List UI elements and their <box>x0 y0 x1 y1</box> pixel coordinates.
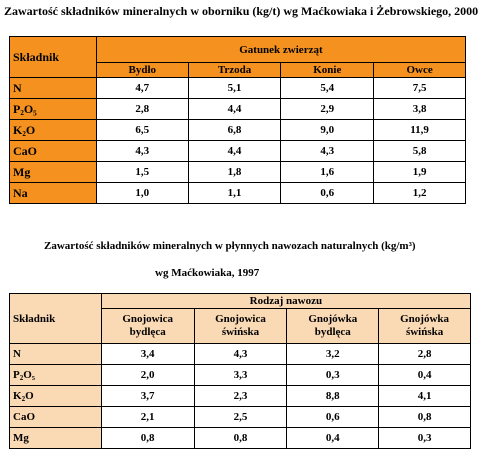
table-row: K2O 6,5 6,8 9,0 11,9 <box>9 119 466 141</box>
table-cell: 0,4 <box>286 427 380 449</box>
table-cell: 3,2 <box>286 343 380 365</box>
row-label: N <box>9 343 102 365</box>
row-label: K2O <box>9 119 97 141</box>
table-cell: 11,9 <box>373 119 466 141</box>
table-cell: 8,8 <box>286 385 380 407</box>
row-label: P2O₅ <box>9 364 102 386</box>
table-cell: 3,8 <box>373 98 466 120</box>
row-label: P2O₅ <box>9 98 97 120</box>
table-cell: 6,5 <box>95 119 189 141</box>
table-cell: 1,0 <box>95 182 189 204</box>
table-row: Na 1,0 1,1 0,6 1,2 <box>9 182 466 204</box>
table-cell: 0,6 <box>280 182 375 204</box>
table-cell: 3,7 <box>100 385 195 407</box>
table-row: CaO 2,1 2,5 0,6 0,8 <box>9 406 471 428</box>
row-label: CaO <box>9 140 97 162</box>
table-cell: 4,7 <box>95 77 189 99</box>
table-row: Mg 0,8 0,8 0,4 0,3 <box>9 427 471 449</box>
row-label: K2O <box>9 385 102 407</box>
table1-corner: Składnik <box>9 36 97 78</box>
table-row: K2O 3,7 2,3 8,8 4,1 <box>9 385 471 407</box>
table-cell: 2,3 <box>193 385 288 407</box>
row-label: Mg <box>9 427 102 449</box>
row-label: CaO <box>9 406 102 428</box>
table-cell: 2,8 <box>378 343 471 365</box>
table-cell: 4,3 <box>193 343 288 365</box>
table-cell: 2,8 <box>95 98 189 120</box>
table-row: N 4,7 5,1 5,4 7,5 <box>9 77 466 99</box>
table2-title: Zawartość składników mineralnych w płynn… <box>44 240 416 252</box>
row-label: Na <box>9 182 97 204</box>
table-cell: 0,8 <box>378 406 471 428</box>
table2-group-header: Rodzaj nawozu <box>100 293 472 309</box>
table-cell: 2,9 <box>280 98 375 120</box>
table-cell: 3,4 <box>100 343 195 365</box>
table-cell: 0,3 <box>378 427 471 449</box>
manure-minerals-table: Składnik Gatunek zwierząt Bydło Trzoda K… <box>9 36 467 204</box>
table-cell: 5,8 <box>373 140 466 162</box>
table-row: P2O₅ 2,8 4,4 2,9 3,8 <box>9 98 466 120</box>
table-cell: 4,3 <box>95 140 189 162</box>
table-cell: 1,9 <box>373 161 466 183</box>
liquid-manure-minerals-table: Składnik Rodzaj nawozu Gnojowica bydlęca … <box>9 293 472 449</box>
table-cell: 4,3 <box>280 140 375 162</box>
table-cell: 4,4 <box>187 140 282 162</box>
table-row: Mg 1,5 1,8 1,6 1,9 <box>9 161 466 183</box>
table-cell: 0,4 <box>378 364 471 386</box>
table-cell: 0,6 <box>286 406 380 428</box>
table-cell: 1,1 <box>187 182 282 204</box>
table-cell: 5,4 <box>280 77 375 99</box>
table-cell: 0,3 <box>286 364 380 386</box>
table-cell: 1,2 <box>373 182 466 204</box>
table-cell: 2,0 <box>100 364 195 386</box>
table1-column-header: Trzoda <box>187 62 282 78</box>
table-cell: 7,5 <box>373 77 466 99</box>
table-cell: 6,8 <box>187 119 282 141</box>
table-row: N 3,4 4,3 3,2 2,8 <box>9 343 471 365</box>
table-cell: 1,6 <box>280 161 375 183</box>
table-cell: 2,5 <box>193 406 288 428</box>
table-row: CaO 4,3 4,4 4,3 5,8 <box>9 140 466 162</box>
row-label: N <box>9 77 97 99</box>
table2-corner: Składnik <box>9 293 102 344</box>
table2-column-header: Gnojowica bydlęca <box>100 308 195 344</box>
table1-column-header: Bydło <box>95 62 189 78</box>
table-cell: 4,4 <box>187 98 282 120</box>
table-row: P2O₅ 2,0 3,3 0,3 0,4 <box>9 364 471 386</box>
table-cell: 9,0 <box>280 119 375 141</box>
table-cell: 5,1 <box>187 77 282 99</box>
table-cell: 4,1 <box>378 385 471 407</box>
table-cell: 0,8 <box>193 427 288 449</box>
table-cell: 1,8 <box>187 161 282 183</box>
table-cell: 0,8 <box>100 427 195 449</box>
table1-group-header: Gatunek zwierząt <box>95 36 467 63</box>
table-cell: 3,3 <box>193 364 288 386</box>
table2-subtitle: wg Maćkowiaka, 1997 <box>155 267 260 279</box>
table2-column-header: Gnojówka bydlęca <box>286 308 380 344</box>
table-cell: 1,5 <box>95 161 189 183</box>
table2-column-header: Gnojówka świńska <box>378 308 471 344</box>
table1-title: Zawartość składników mineralnych w oborn… <box>4 4 479 18</box>
row-label: Mg <box>9 161 97 183</box>
table1-column-header: Konie <box>280 62 375 78</box>
table1-column-header: Owce <box>373 62 466 78</box>
table-cell: 2,1 <box>100 406 195 428</box>
table2-column-header: Gnojowica świńska <box>193 308 288 344</box>
